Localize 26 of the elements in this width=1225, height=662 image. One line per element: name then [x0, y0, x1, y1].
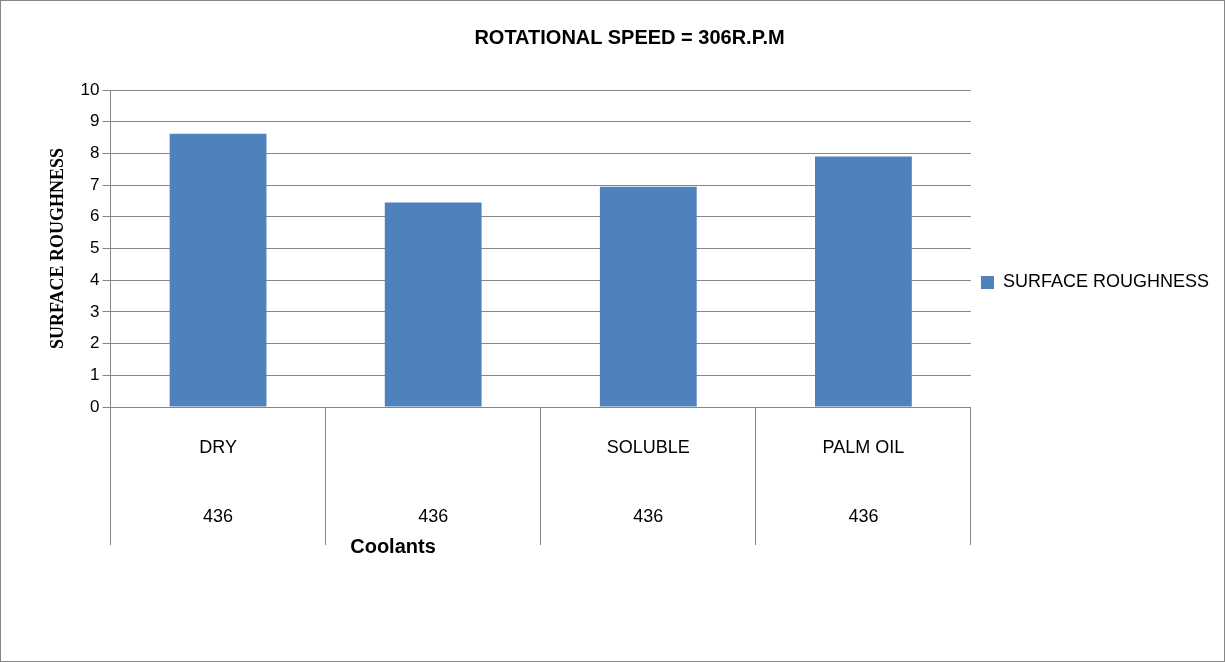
legend-label: SURFACE ROUGHNESS: [1002, 271, 1210, 292]
y-tick-label: 9: [90, 111, 100, 131]
x-axis-title: Coolants: [350, 534, 436, 557]
y-axis-title: SURFACE ROUGHNESS: [47, 147, 68, 350]
y-tick-label: 6: [90, 206, 100, 226]
y-tick-label: 10: [80, 79, 100, 99]
text: 436: [203, 505, 234, 526]
y-tick-label: 2: [90, 333, 100, 353]
chart-title: ROTATIONAL SPEED = 306R.P.M: [474, 25, 785, 48]
text: 436: [633, 505, 664, 526]
x-tick-label: PALM OIL: [822, 436, 905, 457]
text: 436: [848, 505, 879, 526]
y-tick-label: 4: [90, 269, 100, 289]
y-tick-label: 5: [90, 238, 100, 258]
bar: [384, 202, 482, 407]
bar: [599, 186, 697, 407]
x-tick-label: DRY: [199, 436, 237, 457]
y-tick-label: 8: [90, 143, 100, 163]
y-tick-label: 7: [90, 174, 100, 194]
bar: [169, 133, 267, 407]
x-tick-label: SOLUBLE: [606, 436, 690, 457]
bar: [815, 156, 912, 407]
y-tick-label: 0: [90, 396, 100, 416]
text: 436: [418, 505, 449, 526]
y-tick-label: 1: [90, 364, 100, 384]
y-tick-label: 3: [90, 301, 100, 321]
